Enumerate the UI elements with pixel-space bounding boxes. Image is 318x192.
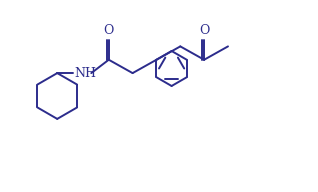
Text: O: O [104,25,114,37]
Text: O: O [199,25,209,37]
Text: NH: NH [75,67,97,80]
